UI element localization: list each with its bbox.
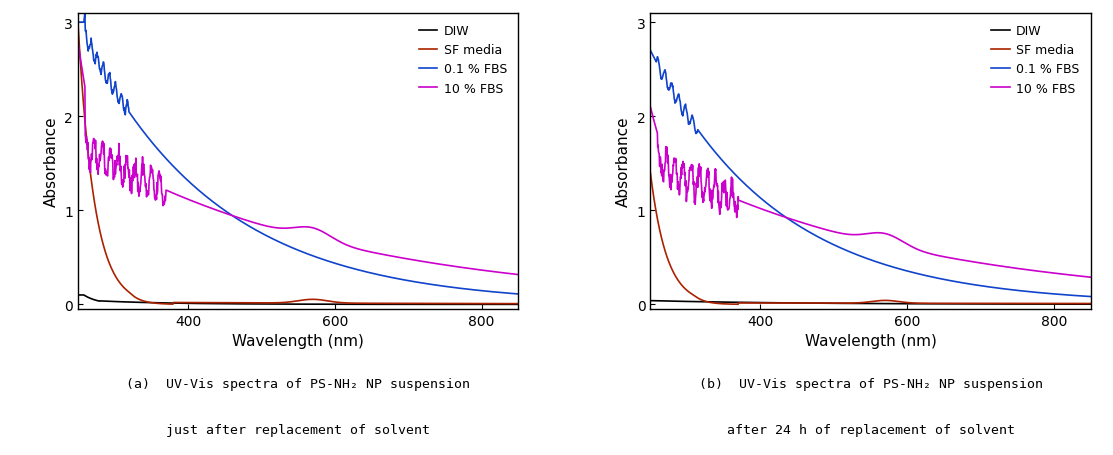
0.1 % FBS [702, 142, 716, 147]
DIW [792, 301, 806, 306]
DIW [219, 301, 233, 307]
X-axis label: Wavelength (nm): Wavelength (nm) [805, 334, 936, 349]
10 % FBS [875, 231, 888, 236]
0.1 % FBS [71, 20, 85, 26]
DIW [884, 301, 897, 307]
SF media [71, 20, 85, 26]
SF media [303, 297, 316, 303]
Text: after 24 h of replacement of solvent: after 24 h of replacement of solvent [727, 423, 1015, 436]
SF media [312, 297, 325, 303]
DIW [835, 301, 848, 306]
0.1 % FBS [875, 261, 888, 267]
SF media [876, 298, 889, 303]
DIW [312, 302, 325, 307]
10 % FBS [1084, 275, 1097, 280]
0.1 % FBS [263, 235, 276, 240]
Line: DIW: DIW [650, 301, 1091, 304]
10 % FBS [792, 219, 806, 225]
Line: SF media: SF media [78, 23, 519, 304]
SF media [702, 300, 716, 305]
Y-axis label: Absorbance: Absorbance [43, 116, 59, 207]
0.1 % FBS [146, 141, 159, 147]
Legend: DIW, SF media, 0.1 % FBS, 10 % FBS: DIW, SF media, 0.1 % FBS, 10 % FBS [986, 20, 1084, 101]
DIW [129, 300, 142, 305]
0.1 % FBS [78, 11, 91, 16]
SF media [718, 302, 731, 307]
10 % FBS [643, 105, 657, 110]
SF media [1084, 301, 1097, 307]
SF media [885, 298, 898, 304]
SF media [220, 300, 234, 306]
10 % FBS [702, 169, 716, 175]
0.1 % FBS [130, 121, 144, 126]
SF media [731, 302, 745, 307]
DIW [1084, 302, 1097, 307]
0.1 % FBS [512, 292, 525, 297]
10 % FBS [219, 212, 233, 217]
SF media [146, 300, 159, 306]
Legend: DIW, SF media, 0.1 % FBS, 10 % FBS: DIW, SF media, 0.1 % FBS, 10 % FBS [414, 20, 512, 101]
10 % FBS [835, 231, 848, 237]
SF media [792, 301, 806, 306]
Line: 10 % FBS: 10 % FBS [78, 42, 519, 275]
DIW [512, 302, 525, 308]
0.1 % FBS [792, 223, 806, 229]
DIW [875, 301, 888, 307]
Text: (b)  UV-Vis spectra of PS-NH₂ NP suspension: (b) UV-Vis spectra of PS-NH₂ NP suspensi… [699, 378, 1043, 391]
0.1 % FBS [220, 210, 234, 215]
10 % FBS [303, 225, 316, 230]
Line: 10 % FBS: 10 % FBS [650, 107, 1091, 278]
DIW [146, 300, 159, 306]
DIW [263, 302, 276, 307]
10 % FBS [263, 224, 276, 230]
DIW [702, 299, 716, 305]
10 % FBS [718, 182, 731, 187]
SF media [263, 300, 276, 306]
0.1 % FBS [303, 253, 316, 258]
0.1 % FBS [835, 246, 848, 252]
Y-axis label: Absorbance: Absorbance [617, 116, 631, 207]
SF media [512, 301, 525, 307]
0.1 % FBS [884, 264, 897, 269]
10 % FBS [71, 39, 85, 45]
Line: DIW: DIW [78, 295, 519, 305]
0.1 % FBS [1084, 294, 1097, 300]
0.1 % FBS [718, 161, 731, 167]
DIW [71, 293, 85, 298]
DIW [303, 302, 316, 307]
Line: SF media: SF media [650, 173, 1091, 304]
SF media [129, 295, 142, 301]
10 % FBS [312, 228, 325, 233]
Line: 0.1 % FBS: 0.1 % FBS [650, 51, 1091, 297]
10 % FBS [146, 171, 159, 177]
SF media [835, 301, 848, 306]
Line: 0.1 % FBS: 0.1 % FBS [78, 14, 519, 294]
10 % FBS [884, 233, 897, 238]
SF media [643, 171, 657, 176]
0.1 % FBS [312, 256, 325, 261]
DIW [643, 298, 657, 303]
Text: (a)  UV-Vis spectra of PS-NH₂ NP suspension: (a) UV-Vis spectra of PS-NH₂ NP suspensi… [126, 378, 470, 391]
X-axis label: Wavelength (nm): Wavelength (nm) [233, 334, 364, 349]
Text: just after replacement of solvent: just after replacement of solvent [166, 423, 430, 436]
10 % FBS [129, 174, 142, 179]
DIW [718, 300, 731, 305]
0.1 % FBS [643, 49, 657, 54]
10 % FBS [512, 272, 525, 278]
SF media [166, 302, 179, 307]
